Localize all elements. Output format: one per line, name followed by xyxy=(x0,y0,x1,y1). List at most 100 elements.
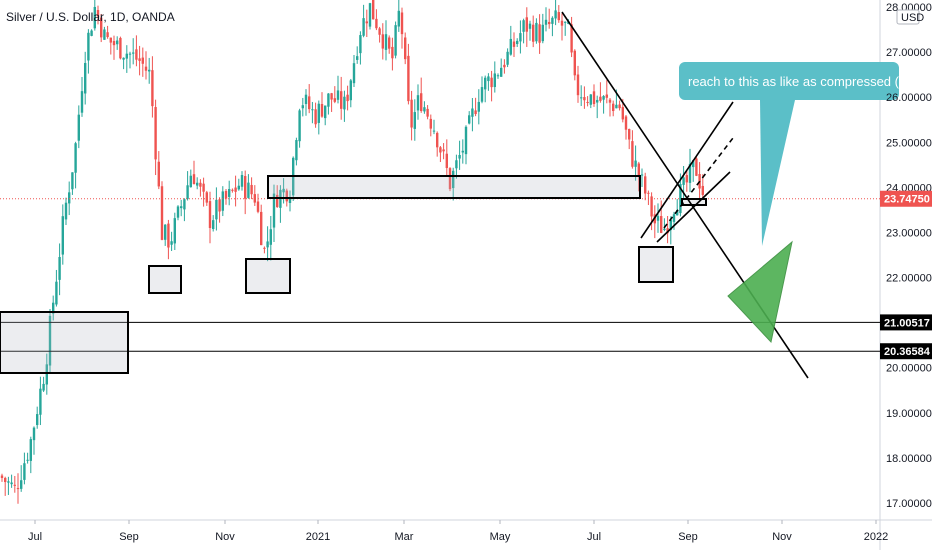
candle-body xyxy=(615,104,618,109)
candle-body xyxy=(234,187,237,192)
price-tag-label: 20.36584 xyxy=(884,346,931,358)
candle-body xyxy=(458,155,461,159)
candle-body xyxy=(519,33,522,42)
candle-body xyxy=(436,132,439,148)
candle-body xyxy=(650,196,653,217)
candle-body xyxy=(61,216,64,255)
candle-body xyxy=(103,29,106,40)
time-tick-label: 2022 xyxy=(864,531,888,543)
candle-body xyxy=(260,211,263,246)
candle-body xyxy=(116,40,119,45)
candle-body xyxy=(64,202,68,220)
candle-body xyxy=(256,201,260,212)
candle-body xyxy=(432,130,436,132)
candle-body xyxy=(416,95,420,111)
candle-body xyxy=(352,63,356,84)
candle-body xyxy=(84,62,87,94)
callout-pointer xyxy=(760,100,795,246)
candle-body xyxy=(493,73,496,88)
candle-body xyxy=(311,109,314,111)
candle-body xyxy=(612,103,615,112)
candle-body xyxy=(557,12,560,21)
candle-body xyxy=(474,110,477,115)
candle-body xyxy=(122,57,125,60)
candle-body xyxy=(397,10,400,27)
candle-body xyxy=(487,76,490,82)
candle-body xyxy=(244,176,247,199)
candle-body xyxy=(0,475,4,478)
candle-body xyxy=(660,216,663,233)
candle-body xyxy=(314,109,317,125)
candle-body xyxy=(125,53,128,59)
candle-body xyxy=(695,158,698,176)
candle-body xyxy=(496,75,500,77)
candle-body xyxy=(55,281,58,305)
candle-body xyxy=(231,189,234,191)
price-tag-bg xyxy=(880,314,932,331)
zone-rectangle xyxy=(148,265,182,294)
candle-body xyxy=(516,40,519,45)
candle-body xyxy=(410,99,413,128)
candle-body xyxy=(538,24,541,43)
candle-body xyxy=(7,481,10,483)
candle-body xyxy=(109,37,112,43)
candle-body xyxy=(42,383,45,391)
candle-body xyxy=(343,96,346,110)
candle-body xyxy=(560,20,564,26)
candle-body xyxy=(48,315,52,366)
candle-body xyxy=(573,50,576,76)
candle-body xyxy=(199,182,202,187)
candle-body xyxy=(330,93,333,100)
candle-body xyxy=(407,55,410,102)
candle-body xyxy=(452,170,455,189)
chart-title: Silver / U.S. Dollar, 1D, OANDA xyxy=(6,10,175,24)
time-tick-label: Sep xyxy=(119,531,139,543)
candle-body xyxy=(298,110,301,142)
candle-body xyxy=(461,150,464,153)
candle-body xyxy=(308,96,311,110)
candle-body xyxy=(23,463,26,480)
candle-body xyxy=(589,94,592,105)
candle-body xyxy=(429,118,432,129)
candle-body xyxy=(285,190,288,202)
candle-body xyxy=(157,161,160,187)
candle-body xyxy=(544,19,548,25)
candle-body xyxy=(644,176,647,194)
zone-rectangle xyxy=(681,198,707,206)
candle-body xyxy=(151,70,154,107)
price-tag-label: 21.00517 xyxy=(884,317,930,329)
time-axis[interactable]: Jul Sep Nov 2021 Mar May Jul Sep Nov 2022 xyxy=(28,520,888,543)
candle-body xyxy=(167,223,170,248)
candle-body xyxy=(77,114,80,141)
candle-body xyxy=(679,184,682,214)
candle-body xyxy=(68,192,71,204)
candle-body xyxy=(631,141,634,167)
candle-body xyxy=(509,38,512,55)
candle-body xyxy=(304,94,308,105)
candle-body xyxy=(240,175,244,187)
price-tick-label: 17.00000 xyxy=(886,498,932,510)
candle-body xyxy=(586,101,589,103)
candle-body xyxy=(439,147,442,153)
candle-body xyxy=(647,192,650,194)
time-tick-label: Jul xyxy=(587,531,601,543)
candle-body xyxy=(253,194,256,203)
candle-body xyxy=(4,477,7,483)
zone-rectangle xyxy=(638,246,674,283)
candle-body xyxy=(583,97,586,101)
time-tick-label: 2021 xyxy=(306,531,330,543)
candle-body xyxy=(112,40,116,46)
candle-body xyxy=(208,201,212,229)
candle-body xyxy=(141,57,144,64)
candle-body xyxy=(503,64,506,68)
candle-body xyxy=(196,182,199,186)
candle-body xyxy=(362,18,365,36)
candle-body xyxy=(90,30,93,36)
candle-body xyxy=(228,189,231,197)
candle-body xyxy=(93,6,96,29)
candle-body xyxy=(132,52,135,54)
candle-body xyxy=(154,107,157,160)
candle-body xyxy=(276,194,279,207)
candle-body xyxy=(128,53,132,55)
